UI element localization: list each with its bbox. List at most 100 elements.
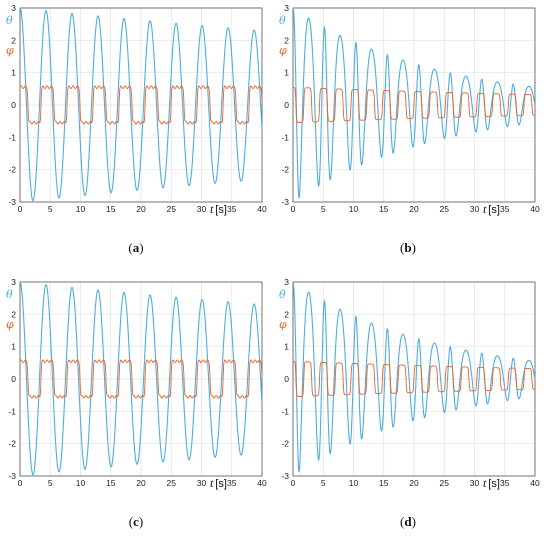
x-axis-unit: [s] [488,478,500,490]
x-tick-label: 5 [48,204,53,214]
x-tick-label: 30 [470,204,480,214]
y-tick-label: 2 [284,309,289,319]
x-tick-label: 30 [470,478,480,488]
x-tick-label: 25 [167,478,177,488]
y-tick-label: 0 [284,100,289,110]
y-tick-label: 2 [284,35,289,45]
y-tick-label: 3 [11,3,16,13]
x-axis-label: t [s] [483,202,500,216]
caption-c: (c) [128,514,144,529]
x-tick-label: 10 [76,478,86,488]
y-tick-label: -1 [8,406,16,416]
y-tick-label: -2 [281,165,289,175]
x-tick-label: 20 [409,204,419,214]
x-tick-label: 35 [227,478,237,488]
y-tick-label: 0 [11,100,16,110]
theta-series-line [19,281,263,476]
x-tick-label: 35 [227,204,237,214]
legend-theta: θ [6,14,13,27]
x-tick-label: 10 [349,478,359,488]
phi-series-line [19,85,263,125]
x-axis-variable: t [483,202,487,216]
x-tick-label: 0 [291,204,296,214]
x-tick-label: 25 [440,204,450,214]
y-tick-label: -1 [281,132,289,142]
x-axis-label: t [s] [210,202,227,216]
y-tick-label: -3 [281,197,289,207]
y-tick-label: -1 [8,132,16,142]
theta-series-line [292,281,536,473]
x-tick-label: 15 [106,478,116,488]
x-tick-label: 10 [76,204,86,214]
y-tick-label: 1 [11,68,16,78]
y-tick-label: -1 [281,406,289,416]
legend-theta: θ [6,288,13,301]
legend-theta: θ [279,288,286,301]
caption-d: (d) [400,514,416,529]
legend-phi: φ [6,44,14,57]
phi-series-line [19,359,263,399]
legend-theta: θ [279,14,286,27]
y-tick-label: 3 [284,277,289,287]
x-tick-label: 10 [349,204,359,214]
y-tick-label: 2 [11,309,16,319]
theta-series-line [292,7,536,199]
caption-b: (b) [400,240,416,255]
y-tick-label: 0 [11,374,16,384]
x-tick-label: 25 [167,204,177,214]
x-axis-unit: [s] [215,478,227,490]
x-tick-label: 15 [379,204,389,214]
x-tick-label: 35 [500,204,510,214]
x-tick-label: 5 [48,478,53,488]
plot-frame [19,7,263,203]
y-tick-label: -2 [281,439,289,449]
x-tick-label: 5 [321,478,326,488]
x-axis-unit: [s] [215,204,227,216]
legend-phi: φ [279,318,287,331]
x-axis-variable: t [483,476,487,490]
y-tick-label: -2 [8,439,16,449]
theta-series-line [19,7,263,202]
x-tick-label: 25 [440,478,450,488]
x-tick-label: 40 [257,204,267,214]
legend-phi: φ [6,318,14,331]
y-tick-label: -3 [8,197,16,207]
x-tick-label: 0 [18,478,23,488]
y-tick-label: 2 [11,35,16,45]
x-axis-label: t [s] [483,476,500,490]
x-axis-unit: [s] [488,204,500,216]
x-tick-label: 35 [500,478,510,488]
x-tick-label: 30 [197,478,207,488]
x-tick-label: 15 [106,204,116,214]
x-axis-label: t [s] [210,476,227,490]
x-tick-label: 40 [530,204,540,214]
x-tick-label: 20 [409,478,419,488]
x-tick-label: 40 [257,478,267,488]
x-axis-variable: t [210,476,214,490]
plot-frame [19,281,263,477]
x-tick-label: 15 [379,478,389,488]
y-tick-label: 3 [284,3,289,13]
y-tick-label: 1 [11,342,16,352]
x-axis-variable: t [210,202,214,216]
x-tick-label: 40 [530,478,540,488]
x-tick-label: 5 [321,204,326,214]
x-tick-label: 30 [197,204,207,214]
y-tick-label: 0 [284,374,289,384]
y-tick-label: -3 [8,471,16,481]
y-tick-label: -2 [8,165,16,175]
caption-a: (a) [128,240,144,255]
phi-series-line [292,86,535,123]
legend-phi: φ [279,44,287,57]
y-tick-label: -3 [281,471,289,481]
x-tick-label: 0 [291,478,296,488]
x-tick-label: 20 [136,478,146,488]
y-tick-label: 1 [284,68,289,78]
x-tick-label: 0 [18,204,23,214]
y-tick-label: 3 [11,277,16,287]
phi-series-line [292,360,535,397]
